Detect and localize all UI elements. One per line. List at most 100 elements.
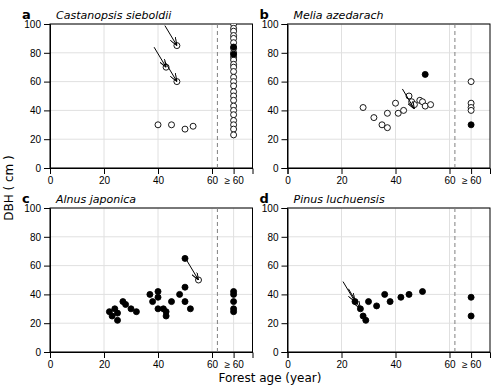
series [360, 79, 474, 131]
tick-label: 20 [336, 359, 348, 370]
tick: 60 [207, 168, 219, 186]
grid-line-x [158, 208, 159, 352]
series [155, 24, 237, 138]
point-open [231, 126, 237, 132]
arrow [187, 260, 199, 280]
tick-label: 60 [267, 76, 279, 87]
tick-label: ≥ 60 [462, 175, 482, 186]
series [106, 255, 236, 323]
grid-line-y [50, 139, 253, 140]
point-filled [150, 299, 156, 305]
grid-line-y [50, 110, 253, 111]
tick: 0 [48, 168, 54, 186]
tick-label: 20 [99, 359, 111, 370]
tick-label: 20 [267, 134, 279, 145]
arrow [348, 289, 360, 309]
tick-mark [282, 139, 288, 140]
arrow [343, 282, 355, 302]
arrow [154, 47, 166, 67]
arrow [165, 62, 177, 82]
tick-mark [158, 352, 159, 358]
tick: 20 [267, 134, 287, 145]
tick-label: 40 [390, 175, 402, 186]
series [231, 44, 237, 57]
tick-mark [44, 323, 50, 324]
tick: ≥ 60 [224, 168, 244, 186]
panel: 0204060≥ 60020406080100cAlnus japonica [22, 191, 253, 370]
panel-label: d [260, 191, 269, 206]
tick: 20 [99, 352, 111, 370]
grid-line-y [288, 294, 491, 295]
point-filled [231, 44, 237, 50]
plot-area [155, 24, 237, 168]
tick-mark [450, 168, 451, 174]
grid [288, 24, 491, 168]
reference-line [454, 208, 455, 352]
tick-label: 0 [35, 347, 41, 358]
point-filled [231, 51, 237, 57]
axis-line [51, 169, 254, 175]
point-filled [422, 71, 428, 77]
tick: 20 [336, 352, 348, 370]
tick-mark [212, 168, 213, 174]
tick-mark [158, 168, 159, 174]
tick-label: ≥ 60 [224, 359, 244, 370]
point-filled [182, 299, 188, 305]
x-axis: 0204060≥ 60 [48, 352, 253, 370]
panel: 0204060≥ 60020406080100aCastanopsis sieb… [22, 7, 253, 186]
tick-mark [44, 139, 50, 140]
y-axis: 020406080100 [262, 203, 288, 358]
panel: 0204060≥ 60020406080100bMelia azedarach [260, 7, 491, 186]
point-filled [115, 317, 121, 323]
tick-label: 0 [273, 347, 279, 358]
tick: 40 [30, 105, 50, 116]
tick-label: 0 [48, 359, 54, 370]
plot-frame [288, 208, 491, 352]
axis-line [288, 353, 491, 359]
point-filled [155, 294, 161, 300]
grid-line-y [50, 236, 253, 237]
chart-container: 0204060≥ 60020406080100aCastanopsis sieb… [0, 0, 500, 388]
point-filled [468, 122, 474, 128]
point-filled [169, 299, 175, 305]
tick-mark [44, 82, 50, 83]
tick: 60 [267, 76, 287, 87]
panel: 0204060≥ 60020406080100dPinus luchuensis [260, 191, 491, 370]
x-axis: 0204060≥ 60 [48, 168, 253, 186]
tick: ≥ 60 [462, 352, 482, 370]
tick-mark [282, 323, 288, 324]
point-filled [363, 317, 369, 323]
tick-mark [282, 53, 288, 54]
panel-label: c [22, 191, 30, 206]
point-filled [163, 313, 169, 319]
point-filled [115, 310, 121, 316]
tick-label: 60 [444, 175, 456, 186]
plot-frame [50, 208, 253, 352]
tick-mark [104, 168, 105, 174]
grid [50, 208, 253, 352]
point-filled [182, 284, 188, 290]
grid-line-x [471, 24, 472, 168]
point-filled [374, 303, 380, 309]
grid-line-y [50, 81, 253, 82]
grid-line-x [471, 208, 472, 352]
tick: 0 [273, 347, 288, 358]
tick-label: 0 [285, 175, 291, 186]
tick: 0 [273, 163, 288, 174]
point-open [182, 126, 188, 132]
tick-label: 60 [207, 175, 219, 186]
tick: 60 [30, 260, 50, 271]
x-axis: 0204060≥ 60 [285, 352, 490, 370]
tick-label: 80 [267, 232, 279, 243]
tick-mark [44, 237, 50, 238]
grid-line-y [288, 52, 491, 53]
tick: ≥ 60 [462, 168, 482, 186]
tick-mark [44, 53, 50, 54]
tick: 20 [30, 318, 50, 329]
tick: 40 [30, 289, 50, 300]
point-filled [177, 291, 183, 297]
tick-label: 0 [273, 163, 279, 174]
tick-label: 60 [207, 359, 219, 370]
tick: 60 [267, 260, 287, 271]
tick-label: 0 [48, 175, 54, 186]
